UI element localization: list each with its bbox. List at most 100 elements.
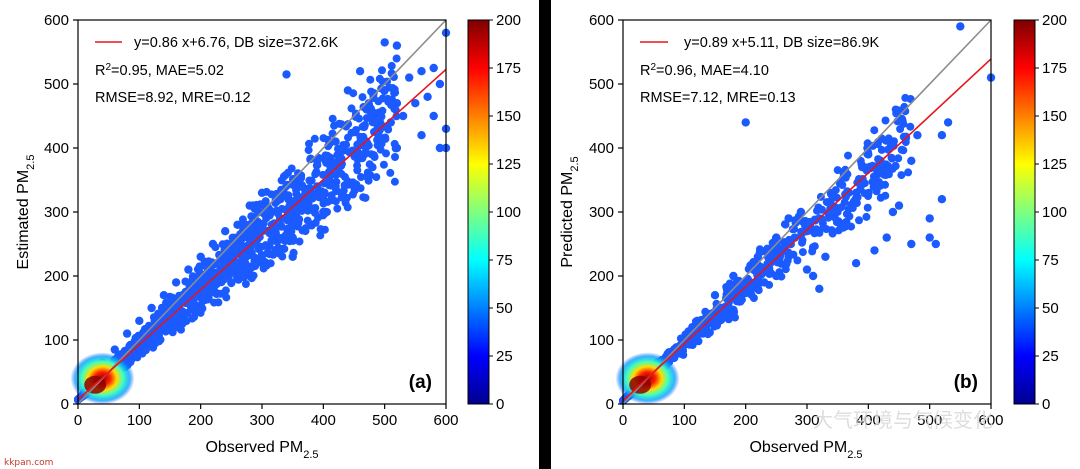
colorbar-tick-label: 0: [1042, 396, 1050, 413]
density-dot: [852, 199, 861, 208]
density-dot: [273, 222, 282, 231]
scatter-point: [196, 303, 205, 313]
density-dot: [837, 203, 846, 212]
scatter-point: [784, 252, 793, 261]
density-dot: [334, 150, 343, 159]
density-dot: [339, 186, 348, 195]
scatter-point: [870, 246, 879, 255]
scatter-point: [288, 252, 297, 261]
scatter-point: [122, 329, 132, 338]
density-dot: [257, 242, 266, 251]
colorbar-tick-label: 125: [1042, 156, 1067, 173]
scatter-point: [417, 67, 426, 76]
density-dot: [818, 205, 826, 214]
density-dot: [254, 221, 263, 230]
colorbar-tick-label: 150: [496, 108, 521, 125]
density-dot: [331, 197, 340, 206]
y-tick-label: 0: [61, 396, 69, 413]
colorbar-tick-label: 25: [496, 348, 513, 365]
y-axis-title-b: Predicted PM2.5: [559, 156, 581, 267]
colorbar-tick-label: 200: [496, 12, 521, 29]
colorbar-tick-label: 175: [1042, 60, 1067, 77]
scatter-point: [784, 214, 793, 223]
scatter-point: [263, 207, 273, 217]
density-dot: [295, 215, 304, 224]
scatter-point: [839, 220, 848, 229]
density-dot: [210, 298, 218, 307]
y-tick-label: 200: [44, 268, 69, 285]
density-dot: [381, 134, 390, 143]
density-dot: [292, 189, 301, 198]
density-dot: [316, 231, 325, 240]
density-dot: [369, 108, 378, 117]
density-dot: [168, 328, 177, 337]
scatter-point: [710, 291, 720, 300]
scatter-point: [686, 335, 695, 345]
density-dot: [216, 289, 225, 298]
density-dot: [391, 88, 400, 97]
density-dot: [883, 135, 892, 144]
density-dot: [366, 171, 375, 180]
scatter-point: [147, 303, 156, 313]
x-tick-label: 600: [433, 412, 458, 429]
density-dot: [265, 250, 274, 259]
density-dot: [877, 145, 886, 154]
x-tick-label: 200: [188, 412, 213, 429]
density-dot: [328, 114, 337, 123]
density-dot: [788, 225, 797, 234]
density-dot: [231, 249, 240, 258]
y-tick-label: 400: [589, 140, 614, 157]
scatter-point: [429, 111, 438, 121]
density-dot: [344, 120, 353, 129]
y-axis-a: 0 100 200 300 400 500 600: [44, 12, 78, 413]
scatter-point: [723, 310, 732, 319]
fit-line-a: [77, 68, 447, 401]
density-dot: [343, 193, 351, 202]
scatter-point: [355, 67, 365, 76]
x-tick-label: 500: [917, 412, 942, 429]
y-tick-label: 500: [589, 76, 614, 93]
density-dot: [241, 280, 250, 288]
density-dot: [358, 122, 367, 131]
density-dot: [391, 153, 399, 161]
density-dot: [845, 188, 853, 197]
x-axis-title-a: Observed PM2.5: [205, 439, 318, 461]
identity-line-b: [622, 19, 992, 405]
scatter-point: [349, 182, 359, 191]
density-dot: [782, 260, 791, 269]
density-dot: [323, 151, 332, 160]
colorbar-tick-label: 25: [1042, 348, 1059, 365]
scatter-point: [242, 230, 251, 239]
density-dot: [238, 215, 247, 224]
density-dot: [357, 173, 365, 181]
panel-b: 0 100 200 300 400 500 600 0100200300400500600 …: [559, 12, 1067, 461]
density-dot: [833, 166, 842, 175]
density-dot: [316, 225, 325, 234]
density-dot: [172, 316, 181, 325]
colorbar-tick-label: 100: [1042, 204, 1067, 221]
scatter-point: [313, 156, 322, 165]
scatter-point: [423, 92, 432, 102]
scatter-point: [925, 214, 934, 223]
density-dot: [335, 119, 344, 128]
x-tick-label: 500: [372, 412, 397, 429]
density-dot: [828, 190, 837, 199]
colorbar-ticks-b: 0 25 50 75 100 125 150 175 200: [1035, 12, 1067, 413]
scatter-point: [374, 131, 383, 140]
density-dot: [267, 190, 276, 199]
density-dot: [367, 87, 376, 96]
scatter-point: [925, 233, 934, 242]
density-dot: [904, 168, 913, 177]
scatter-point: [276, 195, 285, 204]
scatter-point: [202, 278, 211, 287]
scatter-point: [398, 111, 408, 121]
scatter-point: [772, 233, 781, 242]
density-dot: [869, 172, 878, 181]
y-tick-label: 600: [44, 12, 69, 29]
density-dot: [390, 177, 399, 186]
density-dot: [891, 162, 900, 171]
density-scatter-a: [74, 54, 401, 404]
scatter-point: [233, 220, 242, 229]
density-dot: [254, 228, 263, 237]
density-dot: [869, 183, 878, 191]
